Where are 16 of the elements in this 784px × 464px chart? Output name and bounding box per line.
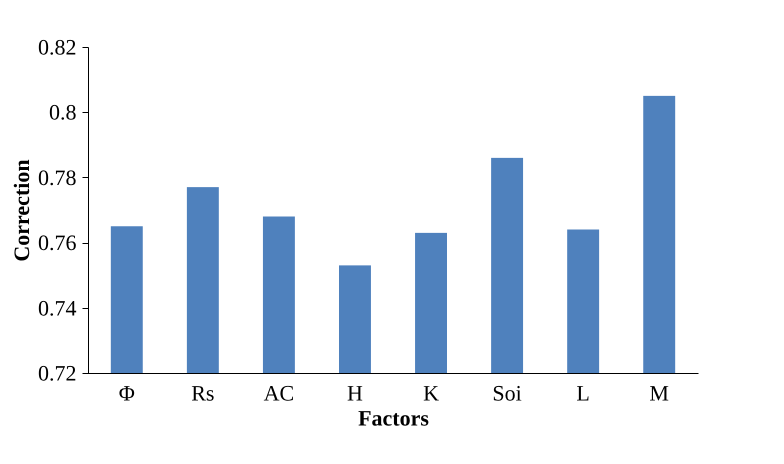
y-tick-label: 0.72 [38,360,76,386]
x-tick-label: L [576,380,590,406]
y-tick-label: 0.8 [49,100,76,125]
y-tick-label: 0.78 [38,164,76,190]
x-tick-label: K [423,380,440,406]
y-axis-title: Correction [9,159,34,262]
x-tick-label: Rs [191,380,214,406]
y-tick-label: 0.82 [38,34,76,60]
x-tick-label: M [649,380,669,406]
y-tick-label: 0.76 [38,230,76,256]
x-tick-label: AC [264,380,294,406]
x-tick-label: Soi [492,380,522,406]
y-tick-label: 0.74 [38,295,76,320]
x-axis-title: Factors [358,406,430,430]
x-tick-label: Φ [118,380,135,406]
x-tick-label: H [347,380,364,406]
